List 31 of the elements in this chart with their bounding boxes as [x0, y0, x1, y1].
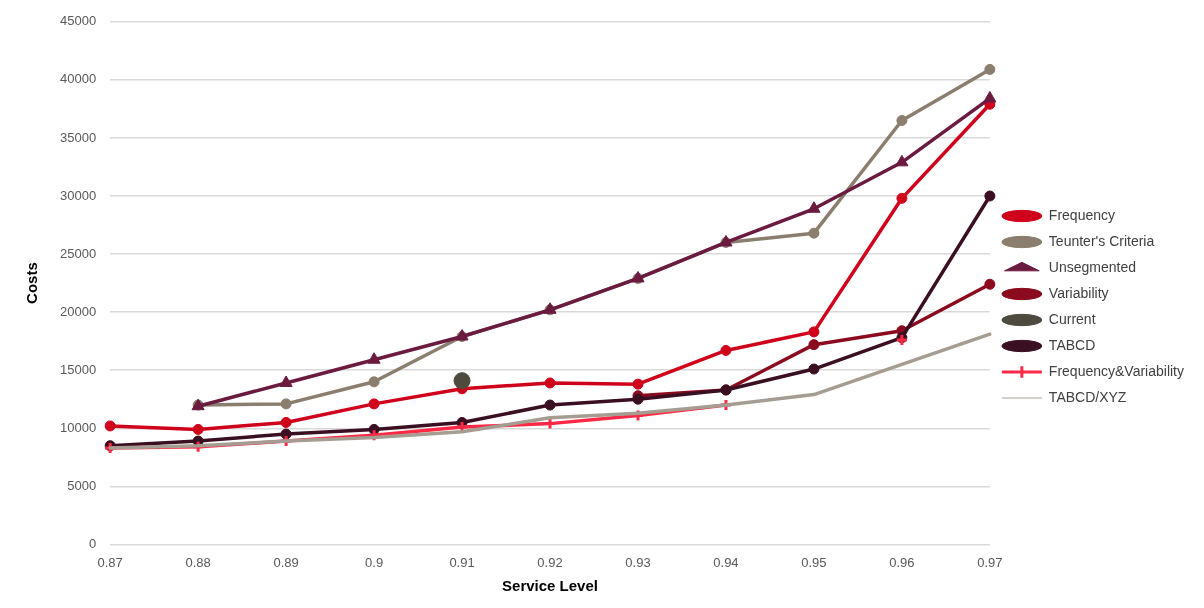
x-tick-label: 0.94 — [713, 554, 739, 570]
y-tick-label: 25000 — [59, 245, 97, 261]
y-tick-label: 40000 — [59, 71, 97, 87]
y-tick-label: 45000 — [59, 13, 97, 29]
legend-label: Unsegmented — [1048, 258, 1137, 275]
x-tick-label: 0.91 — [449, 554, 475, 570]
x-tick-label: 0.92 — [537, 554, 563, 570]
y-axis-title: Costs — [23, 262, 41, 304]
x-tick-label: 0.87 — [97, 554, 123, 570]
legend-label: Frequency&Variability — [1048, 362, 1185, 379]
x-tick-label: 0.96 — [889, 554, 915, 570]
x-tick-label: 0.93 — [625, 554, 651, 570]
y-tick-label: 0 — [88, 535, 97, 551]
x-axis-title: Service Level — [502, 577, 598, 595]
legend-label: TABCD — [1048, 336, 1096, 353]
y-tick-label: 5000 — [67, 477, 97, 493]
y-tick-label: 35000 — [59, 129, 97, 145]
legend-label: Frequency — [1048, 206, 1116, 223]
legend-label: Variability — [1048, 284, 1109, 301]
y-tick-label: 15000 — [59, 361, 97, 377]
x-tick-label: 0.97 — [977, 554, 1003, 570]
x-tick-label: 0.89 — [273, 554, 299, 570]
legend-label: Current — [1048, 310, 1096, 327]
legend-label: Teunter's Criteria — [1048, 232, 1155, 249]
x-tick-label: 0.9 — [365, 554, 384, 570]
x-tick-label: 0.95 — [801, 554, 827, 570]
x-tick-label: 0.88 — [185, 554, 211, 570]
y-tick-label: 10000 — [59, 419, 97, 435]
legend-label: TABCD/XYZ — [1048, 388, 1127, 405]
y-tick-label: 30000 — [59, 187, 97, 203]
y-tick-label: 20000 — [59, 303, 97, 319]
